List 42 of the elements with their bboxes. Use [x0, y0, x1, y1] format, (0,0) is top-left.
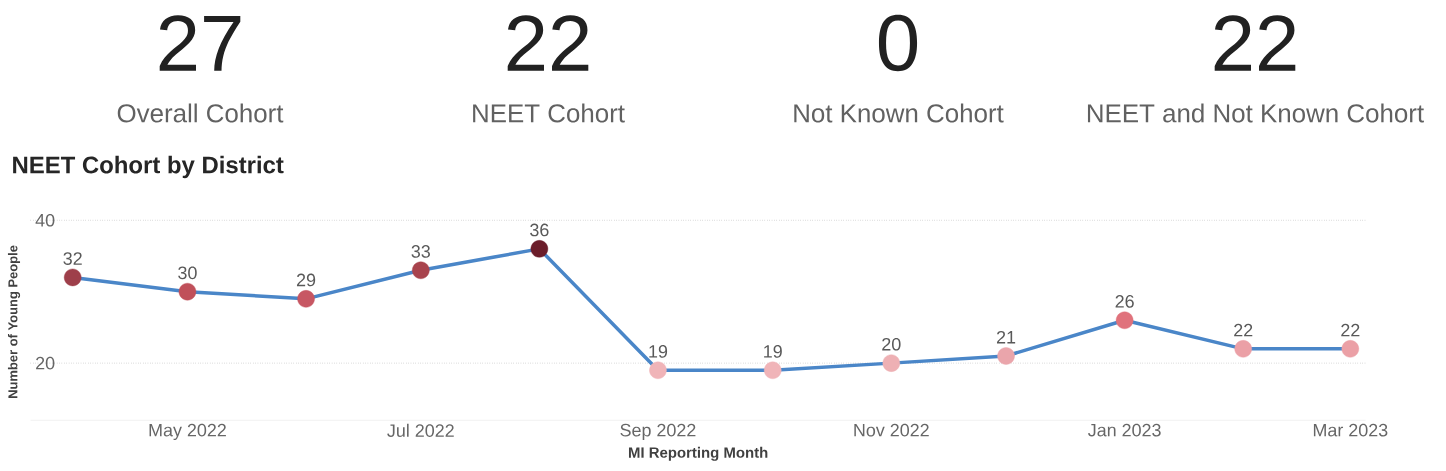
- point: [297, 290, 315, 308]
- point: [530, 240, 549, 258]
- point: [1341, 340, 1360, 358]
- data-label: 33: [411, 245, 430, 258]
- point: [178, 283, 197, 301]
- x-tick-label: Nov 2022: [854, 423, 929, 437]
- data-label: 19: [649, 345, 668, 358]
- point: [997, 347, 1015, 365]
- data-label: 26: [1115, 295, 1134, 308]
- x-tick-label: Jul 2022: [387, 423, 454, 437]
- x-tick-label: Sep 2022: [620, 423, 696, 441]
- data-label: 27: [159, 15, 241, 71]
- category-label: NEET Cohort: [473, 103, 625, 123]
- x-tick-label: May 2022: [149, 423, 226, 441]
- data-label: 20: [882, 337, 901, 351]
- y-axis-title: Number of Young People: [7, 245, 21, 398]
- point: [64, 268, 82, 287]
- data-label: 22: [1341, 323, 1360, 337]
- x-tick-label: Mar 2023: [1313, 423, 1388, 437]
- data-label: 22: [1214, 15, 1296, 71]
- data-label: 0: [878, 14, 918, 72]
- data-label: 21: [996, 330, 1016, 344]
- point: [412, 261, 430, 279]
- point: [649, 361, 667, 379]
- data-label: 29: [296, 273, 316, 287]
- data-label: 30: [178, 266, 197, 280]
- data-label: 22: [1234, 323, 1253, 337]
- data-label: 19: [764, 345, 782, 358]
- x-axis-title: MI Reporting Month: [628, 446, 768, 461]
- y-tick-label: 40: [35, 213, 55, 227]
- data-label: 32: [63, 252, 82, 265]
- chart-title: NEET Cohort by District: [13, 155, 284, 179]
- point: [882, 354, 900, 372]
- data-label: 22: [507, 15, 589, 71]
- point: [1115, 311, 1134, 329]
- category-label: NEET and Not Known Cohort: [1087, 103, 1424, 123]
- point: [764, 361, 782, 379]
- x-tick-label: Jan 2023: [1088, 423, 1161, 437]
- category-label: Overall Cohort: [117, 103, 284, 123]
- data-label: 36: [530, 223, 549, 237]
- category-label: Not Known Cohort: [794, 103, 1004, 123]
- point: [1234, 340, 1252, 358]
